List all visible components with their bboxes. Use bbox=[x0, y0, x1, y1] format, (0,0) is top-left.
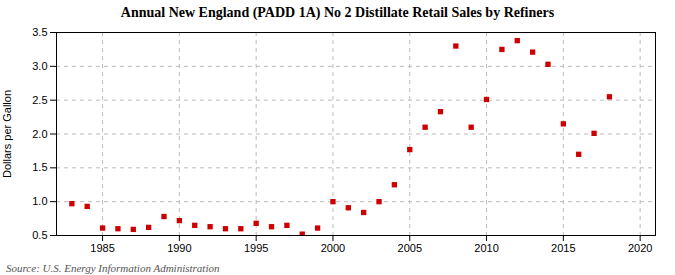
svg-text:Dollars per Gallon: Dollars per Gallon bbox=[1, 90, 13, 178]
svg-text:2000: 2000 bbox=[321, 242, 345, 254]
svg-text:0.5: 0.5 bbox=[32, 229, 47, 241]
html-text:Annual New England (PADD 1A) N: Annual New England (PADD 1A) No 2 Distil… bbox=[120, 5, 555, 20]
svg-text:2010: 2010 bbox=[474, 242, 498, 254]
svg-text:3.5: 3.5 bbox=[32, 26, 47, 38]
svg-text:2015: 2015 bbox=[551, 242, 575, 254]
svg-text:1.0: 1.0 bbox=[32, 195, 47, 207]
svg-text:2.0: 2.0 bbox=[32, 128, 47, 140]
svg-text:2020: 2020 bbox=[628, 242, 652, 254]
html-text:Source: U.S. Energy Informatio: Source: U.S. Energy Information Administ… bbox=[6, 262, 220, 274]
svg-text:1995: 1995 bbox=[244, 242, 268, 254]
svg-text:2.5: 2.5 bbox=[32, 94, 47, 106]
svg-text:3.0: 3.0 bbox=[32, 60, 47, 72]
svg-text:2005: 2005 bbox=[398, 242, 422, 254]
svg-text:1.5: 1.5 bbox=[32, 161, 47, 173]
svg-text:1990: 1990 bbox=[167, 242, 191, 254]
svg-text:1985: 1985 bbox=[90, 242, 114, 254]
